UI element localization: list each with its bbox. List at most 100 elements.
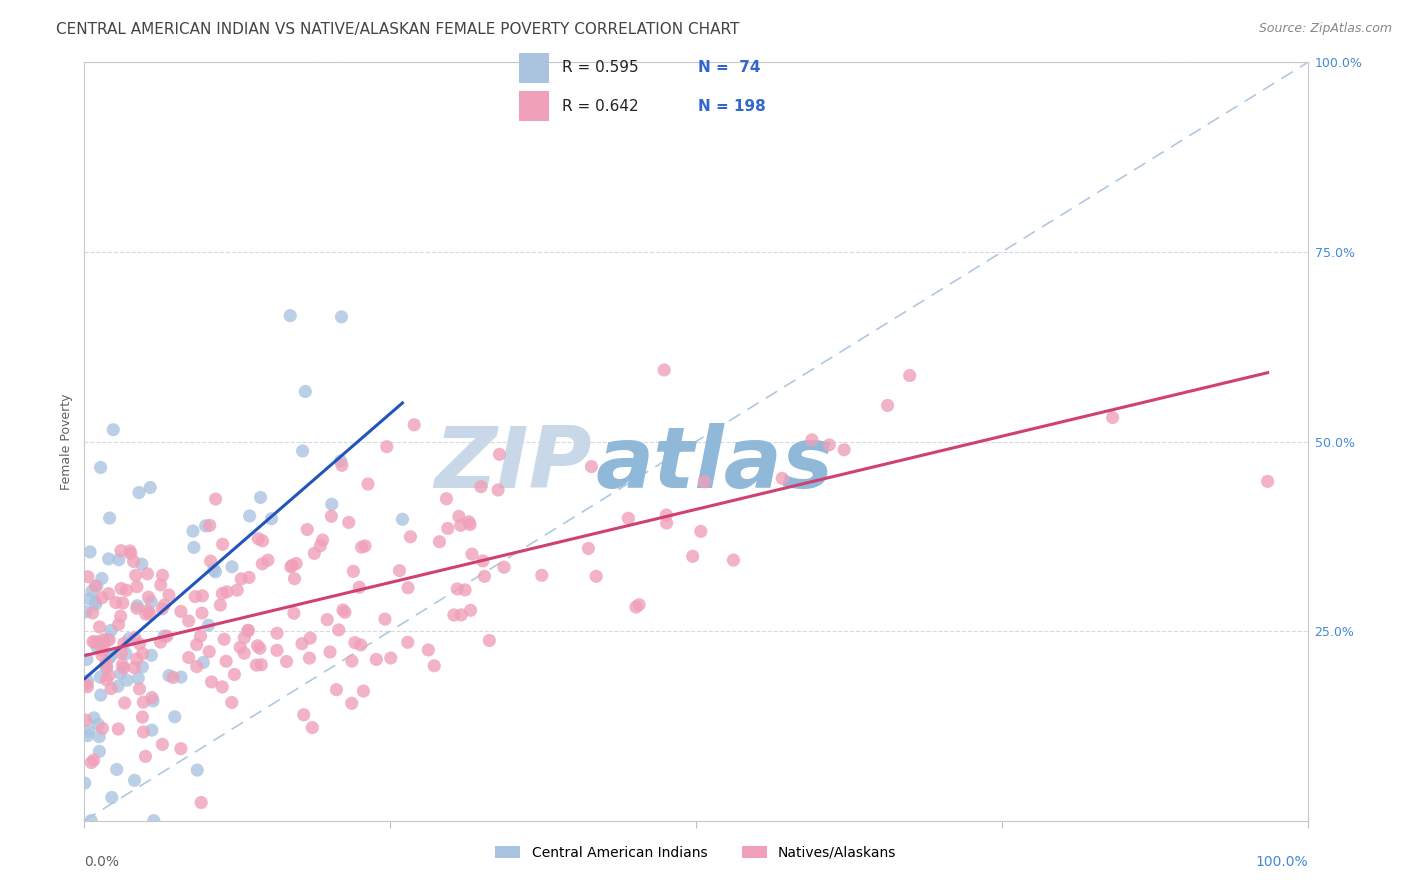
Point [200, 675, 222, 690]
Point [134, 749, 156, 764]
Point [141, 723, 163, 738]
Point [245, 658, 267, 673]
Point [238, 624, 260, 638]
Point [152, 568, 174, 582]
Point [170, 605, 193, 619]
Point [193, 656, 215, 670]
Point [260, 511, 283, 525]
Point [418, 643, 440, 657]
Text: R = 0.642: R = 0.642 [562, 98, 638, 113]
Point [115, 647, 138, 661]
Point [122, 554, 145, 568]
Point [84, 598, 107, 612]
Point [149, 578, 172, 592]
Point [141, 595, 163, 609]
Point [224, 667, 246, 681]
Point [693, 475, 716, 489]
Point [366, 652, 388, 666]
Point [233, 646, 256, 660]
Point [132, 647, 155, 661]
Point [110, 666, 132, 681]
Point [239, 508, 262, 523]
Bar [519, 54, 550, 83]
Point [194, 519, 217, 533]
Point [89, 670, 111, 684]
Point [132, 695, 155, 709]
Point [75, 605, 97, 619]
Point [337, 516, 360, 530]
Point [800, 433, 823, 447]
Point [388, 564, 411, 578]
Point [141, 690, 163, 705]
Point [90, 460, 112, 475]
Point [131, 660, 153, 674]
Point [97, 587, 120, 601]
Point [226, 583, 249, 598]
Point [127, 671, 149, 685]
Point [82, 606, 104, 620]
Point [98, 650, 121, 665]
Point [492, 560, 515, 574]
Point [110, 543, 132, 558]
Point [655, 516, 678, 530]
Point [96, 673, 118, 687]
Point [111, 657, 134, 672]
Point [266, 626, 288, 640]
Point [357, 477, 380, 491]
Point [252, 533, 274, 548]
Point [80, 756, 103, 770]
Point [141, 648, 163, 663]
Point [125, 580, 148, 594]
Point [343, 635, 366, 649]
Point [142, 694, 165, 708]
Point [325, 682, 347, 697]
Point [177, 650, 200, 665]
Point [91, 591, 114, 605]
Point [190, 796, 212, 810]
Point [142, 814, 165, 828]
Point [93, 637, 115, 651]
Point [138, 590, 160, 604]
Point [229, 640, 252, 655]
Y-axis label: Female Poverty: Female Poverty [60, 393, 73, 490]
Point [209, 598, 232, 612]
Point [83, 711, 105, 725]
Point [443, 607, 465, 622]
Point [90, 571, 112, 585]
Text: 100.0%: 100.0% [1256, 855, 1308, 869]
Point [76, 680, 98, 694]
Point [350, 540, 373, 554]
Point [124, 773, 146, 788]
Point [94, 656, 117, 670]
Point [103, 423, 125, 437]
Point [396, 581, 419, 595]
Point [184, 590, 207, 604]
Point [139, 481, 162, 495]
Point [75, 677, 97, 691]
Point [131, 557, 153, 571]
Point [470, 480, 492, 494]
Point [89, 730, 111, 744]
Bar [519, 91, 550, 120]
Point [152, 737, 174, 751]
Text: Source: ZipAtlas.com: Source: ZipAtlas.com [1258, 22, 1392, 36]
Point [100, 624, 122, 638]
Point [311, 533, 333, 547]
Point [250, 657, 273, 672]
Point [215, 654, 238, 668]
Point [655, 508, 678, 522]
Point [404, 417, 426, 432]
Point [191, 589, 214, 603]
Text: R = 0.595: R = 0.595 [562, 61, 638, 76]
Point [138, 607, 160, 621]
Point [104, 595, 127, 609]
Point [576, 541, 599, 556]
Point [471, 554, 494, 568]
Point [450, 518, 472, 533]
Point [156, 629, 179, 643]
Point [770, 471, 793, 485]
Point [100, 790, 122, 805]
Point [73, 776, 96, 790]
Point [257, 553, 280, 567]
Point [89, 744, 111, 758]
